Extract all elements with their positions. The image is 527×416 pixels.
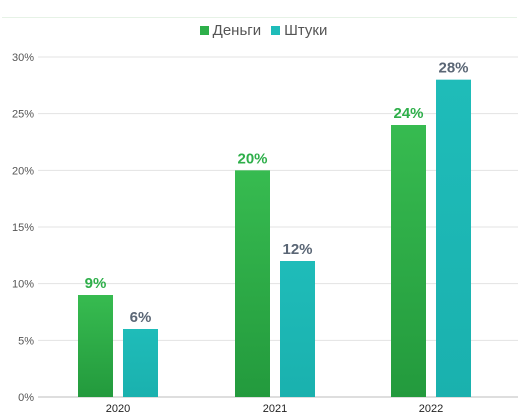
y-tick-label: 10% xyxy=(12,279,34,291)
bar-dengi-2020 xyxy=(78,295,113,397)
y-tick-label: 25% xyxy=(12,109,34,121)
labels-layer: 9% 6% 2020 20% 12% 2021 24% 28% 2022 xyxy=(85,60,469,415)
bars-layer xyxy=(78,79,471,398)
bar-shtuki-2020 xyxy=(123,329,158,397)
legend-swatch-shtuki xyxy=(271,26,281,35)
legend-swatch-dengi xyxy=(199,26,209,35)
legend-label-shtuki: Штуки xyxy=(284,22,328,39)
y-tick-label: 20% xyxy=(12,165,34,177)
legend-label-dengi: Деньги xyxy=(212,22,262,39)
legend-item-shtuki: Штуки xyxy=(271,22,327,39)
bar-dengi-2022 xyxy=(391,125,426,397)
y-tick-label: 15% xyxy=(12,222,34,234)
bar-dengi-2021 xyxy=(235,170,270,397)
legend: Деньги Штуки xyxy=(0,22,527,39)
top-divider xyxy=(2,17,517,18)
data-label-dengi-2021: 20% xyxy=(237,150,267,167)
y-tick-label: 0% xyxy=(18,392,34,404)
x-tick-label: 2020 xyxy=(106,403,130,415)
bar-shtuki-2021 xyxy=(280,261,315,397)
data-label-shtuki-2021: 12% xyxy=(282,241,312,258)
data-label-dengi-2020: 9% xyxy=(85,275,107,292)
data-label-dengi-2022: 24% xyxy=(393,105,423,122)
bar-shtuki-2022 xyxy=(436,79,471,398)
y-tick-label: 30% xyxy=(12,52,34,64)
data-label-shtuki-2022: 28% xyxy=(438,60,468,77)
y-tick-label: 5% xyxy=(18,335,34,347)
data-label-shtuki-2020: 6% xyxy=(130,309,152,326)
x-tick-label: 2022 xyxy=(419,403,443,415)
x-tick-label: 2021 xyxy=(263,403,287,415)
legend-item-dengi: Деньги xyxy=(199,22,262,39)
